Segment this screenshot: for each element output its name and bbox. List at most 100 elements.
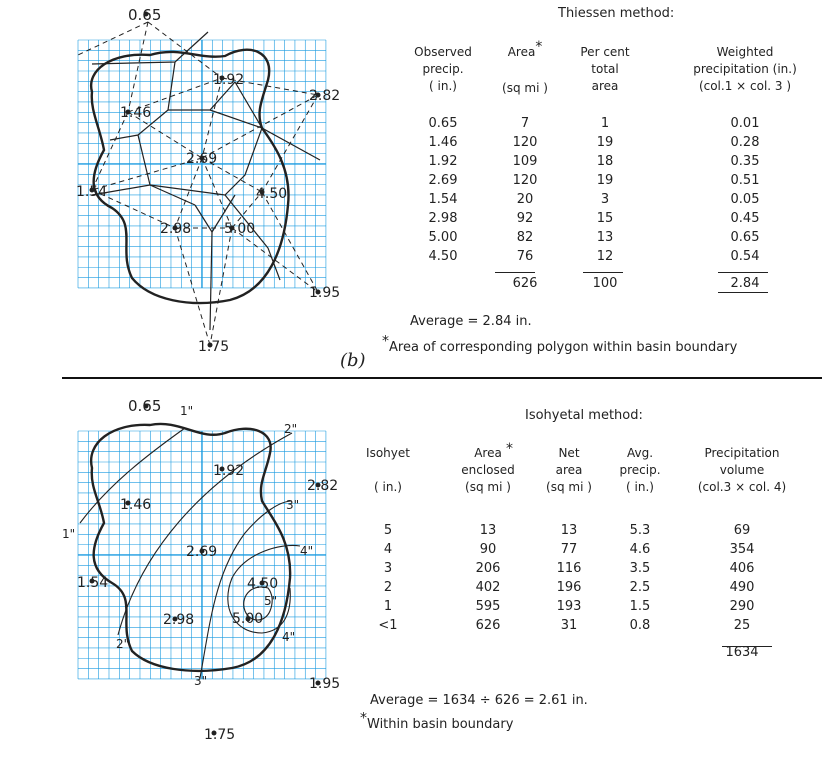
table-cell: 2.98	[428, 211, 458, 226]
table-cell: 0.51	[730, 173, 760, 188]
table-cell: 1.5	[629, 599, 651, 614]
footnote: *Within basin boundary	[360, 712, 513, 732]
table-cell: 3	[600, 192, 610, 207]
col-header-unit: (sq mi )	[502, 81, 548, 95]
isohyet-label: 3"	[194, 674, 207, 688]
station-label: 2.98	[163, 612, 194, 628]
footnote: *Area of corresponding polygon within ba…	[382, 335, 738, 355]
asterisk: *	[535, 39, 543, 55]
table-cell: 406	[729, 561, 755, 576]
basin-boundary	[89, 48, 290, 305]
table-cell: 120	[512, 135, 538, 150]
total-percent: 100	[592, 276, 618, 291]
table-cell: 109	[512, 154, 538, 169]
station-label: 0.65	[128, 397, 161, 415]
table-cell: 2.69	[428, 173, 458, 188]
isohyet-2	[117, 432, 293, 636]
station-label: 2.69	[186, 544, 217, 560]
station-label: 0.65	[128, 6, 161, 24]
station-dot	[315, 482, 321, 488]
table-cell: 20	[516, 192, 534, 207]
asterisk: *	[360, 710, 367, 727]
station-dot	[207, 342, 213, 348]
sum-line	[718, 272, 768, 273]
table-cell: 206	[475, 561, 501, 576]
table-cell: 2	[383, 580, 393, 595]
table-cell: <1	[378, 618, 398, 633]
table-cell: 13	[596, 230, 614, 245]
thiessen-map: 0.65 1.92 2.82 1.46 2.69 1.54 4.50 2.98 …	[76, 6, 340, 355]
station-dot	[125, 500, 131, 506]
table-cell: 18	[596, 154, 614, 169]
station-label: 2.82	[307, 478, 338, 494]
station-label: 4.50	[256, 186, 287, 202]
station-label: 1.46	[120, 497, 151, 513]
table-cell: 1	[383, 599, 393, 614]
table-cell: 3.5	[629, 561, 651, 576]
table-cell: 2.5	[629, 580, 651, 595]
table-cell: 76	[516, 249, 534, 264]
table-cell: 3	[383, 561, 393, 576]
col-header: Area*	[490, 40, 560, 61]
table-cell: 0.65	[730, 230, 760, 245]
col-header: Area enclosed (sq mi )	[448, 445, 528, 496]
station-dot	[143, 403, 149, 409]
isohyet-4	[227, 544, 301, 634]
col-header: Avg. precip. ( in.)	[619, 446, 661, 494]
station-label: 1.46	[120, 105, 151, 121]
thiessen-polygon-lines	[91, 31, 321, 331]
station-dot	[219, 75, 225, 81]
station-dot	[259, 189, 265, 195]
table-cell: 82	[516, 230, 534, 245]
station-label: 5.00	[232, 611, 263, 627]
asterisk: *	[382, 333, 389, 350]
table-cell: 1.54	[428, 192, 458, 207]
station-label: 2.69	[186, 151, 217, 167]
table-cell: 5.3	[629, 523, 651, 538]
station-dot	[259, 580, 265, 586]
isohyet-label: 4"	[300, 544, 313, 558]
station-connectors	[77, 21, 319, 346]
table-cell: 77	[560, 542, 578, 557]
table-cell: 1.92	[428, 154, 458, 169]
station-label: 1.54	[76, 184, 107, 200]
thiessen-stations: 0.65 1.92 2.82 1.46 2.69 1.54 4.50 2.98 …	[76, 6, 340, 355]
table-cell: 595	[475, 599, 501, 614]
table-cell: 402	[475, 580, 501, 595]
table-cell: 5.00	[428, 230, 458, 245]
isohyet-label: 2"	[284, 422, 297, 436]
station-label: 4.50	[247, 576, 278, 592]
station-label: 5.00	[224, 221, 255, 237]
table-cell: 90	[479, 542, 497, 557]
sum-double-line	[718, 292, 768, 293]
station-dot	[211, 730, 217, 736]
sum-line	[583, 272, 623, 273]
station-dot	[315, 289, 321, 295]
table-cell: 19	[596, 135, 614, 150]
isohyet-1	[79, 427, 186, 524]
station-dot	[219, 466, 225, 472]
isohyetal-grid	[77, 430, 327, 680]
footnote-text: Area of corresponding polygon within bas…	[389, 340, 738, 355]
table-cell: 0.65	[428, 116, 458, 131]
isohyet-label: 2"	[116, 637, 129, 651]
isohyet-label: 1"	[180, 404, 193, 418]
station-dot	[125, 109, 131, 115]
station-dot	[315, 680, 321, 686]
station-label: 1.92	[213, 463, 244, 479]
station-label: 1.54	[77, 575, 108, 591]
table-cell: 116	[556, 561, 582, 576]
table-cell: 7	[520, 116, 530, 131]
col-header: Isohyet ( in.)	[366, 446, 410, 494]
panel-divider	[62, 377, 822, 379]
col-header: Weighted precipitation (in.) (col.1 × co…	[693, 45, 797, 93]
station-label: 1.92	[213, 72, 244, 88]
station-label: 1.95	[309, 676, 340, 692]
station-label: 1.75	[204, 727, 235, 743]
table-cell: 0.01	[730, 116, 760, 131]
table-cell: 69	[733, 523, 751, 538]
station-dot	[89, 578, 95, 584]
isohyet-5	[243, 586, 273, 621]
table-cell: 1	[600, 116, 610, 131]
table-cell: 193	[556, 599, 582, 614]
